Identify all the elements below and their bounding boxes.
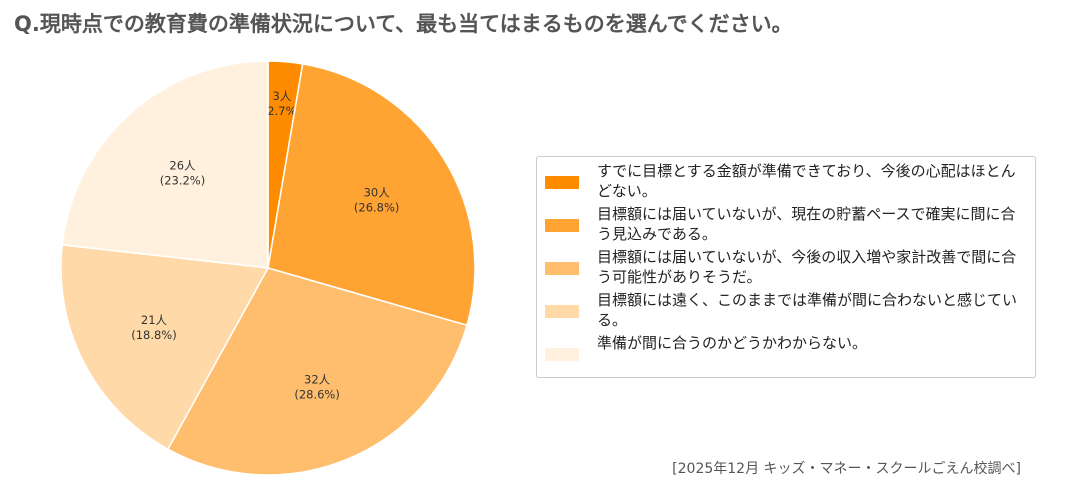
legend-item-3: 目標額には遠く、このままでは準備が間に合わないと感じている。 <box>537 290 1035 330</box>
legend-swatch-3 <box>545 305 579 318</box>
legend-item-0: すでに目標とする金額が準備できており、今後の心配はほとんどない。 <box>537 161 1035 201</box>
source-note: [2025年12月 キッズ・マネー・スクールごえん校調べ] <box>672 461 1021 477</box>
legend: すでに目標とする金額が準備できており、今後の心配はほとんどない。 目標額には届い… <box>536 156 1036 378</box>
legend-label-0: すでに目標とする金額が準備できており、今後の心配はほとんどない。 <box>597 162 1016 200</box>
slice-pct-label-0: (2.7%) <box>263 104 301 118</box>
legend-item-2: 目標額には届いていないが、今後の収入増や家計改善で間に合う可能性がありそうだ。 <box>537 247 1035 287</box>
legend-item-1: 目標額には届いていないが、現在の貯蓄ペースで確実に間に合う見込みである。 <box>537 204 1035 244</box>
slice-pct-label-2: (28.6%) <box>294 388 340 402</box>
slice-count-label-3: 21人 <box>141 313 168 327</box>
slice-pct-label-3: (18.8%) <box>131 328 177 342</box>
slice-pct-label-4: (23.2%) <box>160 173 206 187</box>
slice-count-label-4: 26人 <box>169 158 196 172</box>
legend-label-3: 目標額には遠く、このままでは準備が間に合わないと感じている。 <box>597 291 1018 329</box>
legend-label-2: 目標額には届いていないが、今後の収入増や家計改善で間に合う可能性がありそうだ。 <box>597 248 1017 286</box>
legend-swatch-0 <box>545 176 579 189</box>
pie-chart: 3人(2.7%) 30人(26.8%) 32人(28.6%) 21人(18.8%) 26… <box>60 60 476 476</box>
slice-pct-label-1: (26.8%) <box>354 201 400 215</box>
chart-title: Q.現時点での教育費の準備状況について、最も当てはまるものを選んでください。 <box>14 12 793 36</box>
legend-label-4: 準備が間に合うのかどうかわからない。 <box>597 334 868 352</box>
slice-count-label-1: 30人 <box>364 186 391 200</box>
legend-swatch-1 <box>545 219 579 232</box>
legend-item-4: 準備が間に合うのかどうかわからない。 <box>537 333 1035 361</box>
slice-count-label-2: 32人 <box>304 373 331 387</box>
legend-swatch-2 <box>545 262 579 275</box>
pie-slice-3 <box>60 243 270 451</box>
pie-slice-4 <box>61 60 269 269</box>
legend-label-1: 目標額には届いていないが、現在の貯蓄ペースで確実に間に合う見込みである。 <box>597 205 1016 243</box>
legend-swatch-4 <box>545 348 579 361</box>
slice-count-label-0: 3人 <box>273 89 292 103</box>
pie-slice-2 <box>166 267 468 476</box>
pie-slice-1 <box>267 63 476 327</box>
